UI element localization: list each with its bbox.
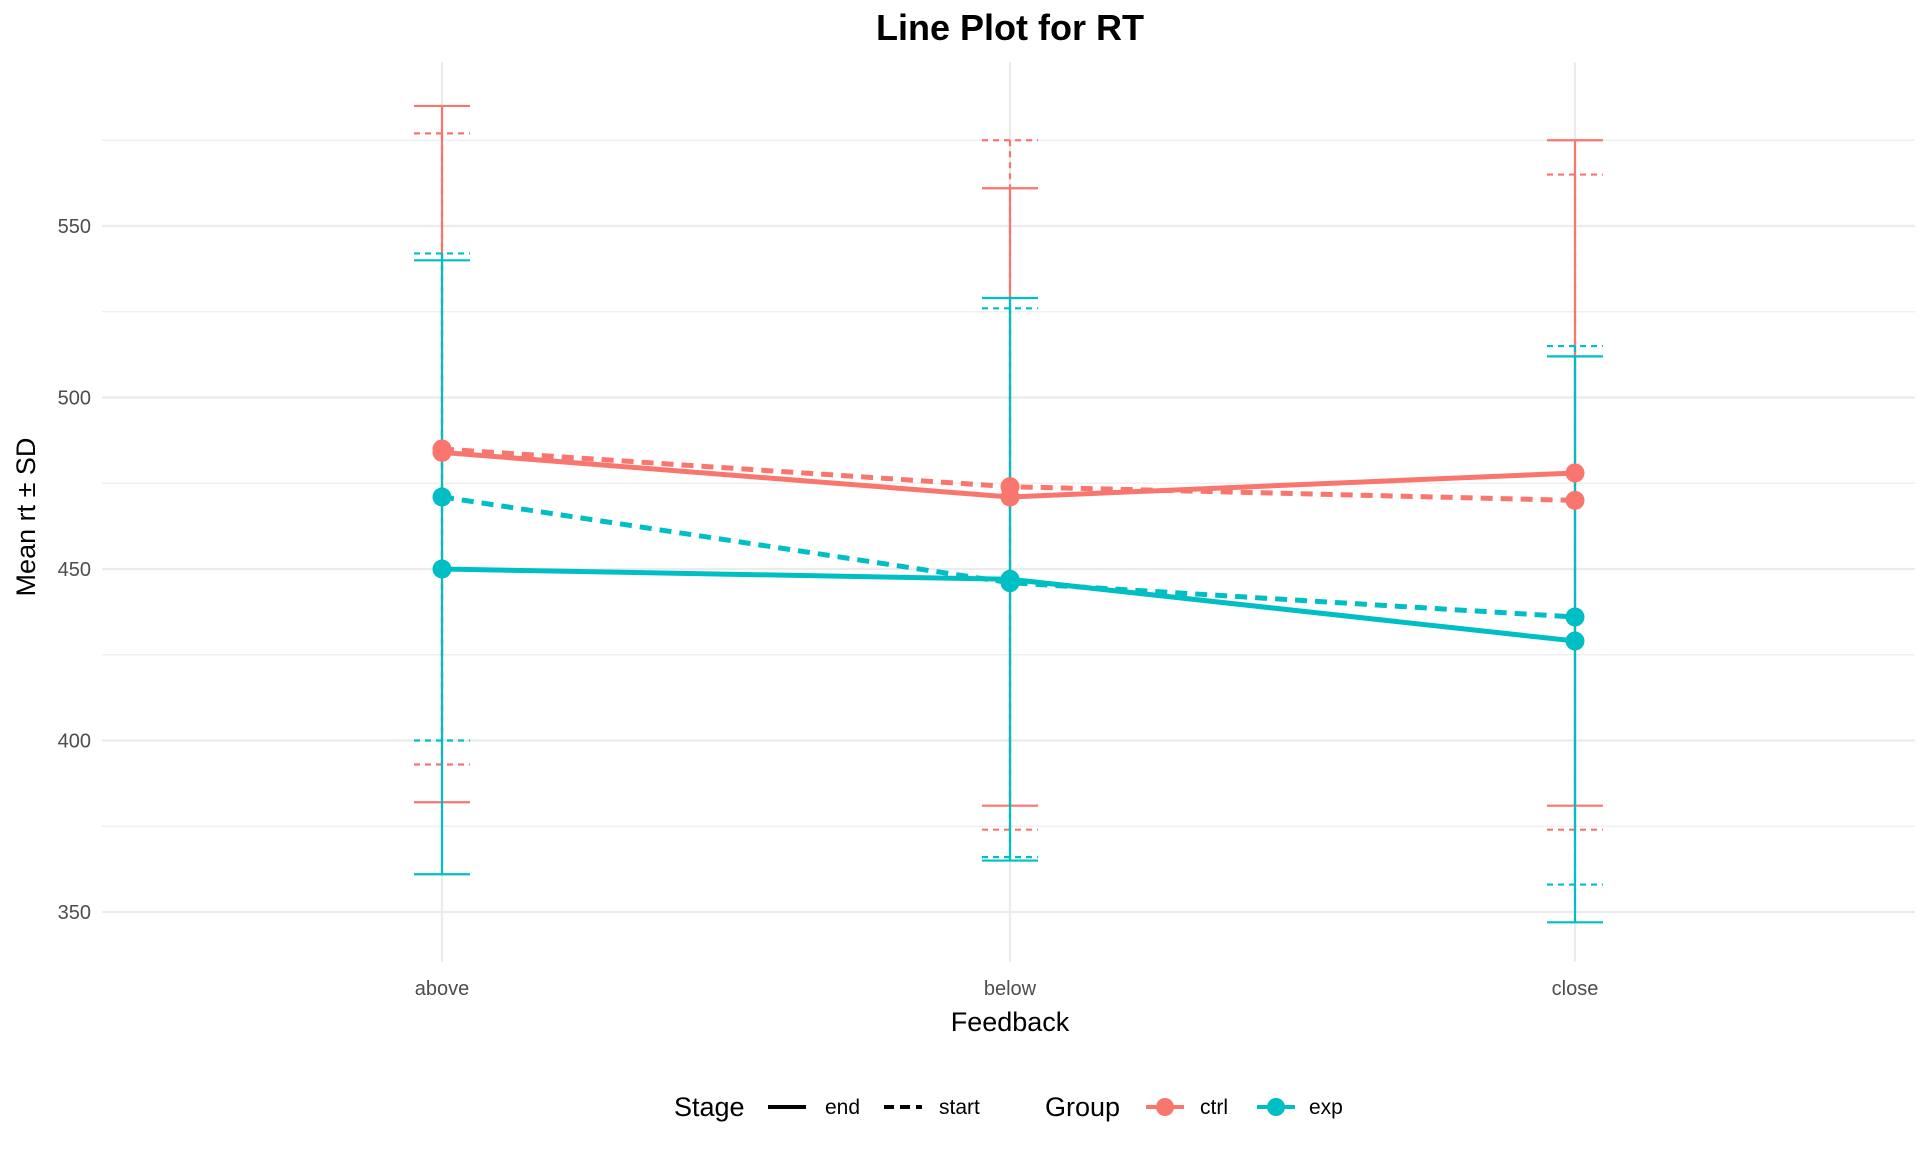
legend: Stage end start Group ctrl exp — [674, 1092, 1343, 1122]
error-bars — [414, 104, 1603, 924]
y-tick-label: 500 — [58, 388, 91, 410]
y-tick-label: 350 — [58, 902, 91, 924]
legend-label-end: end — [825, 1096, 860, 1119]
data-point-exp-start — [1565, 607, 1585, 627]
legend-stage-title: Stage — [674, 1092, 745, 1122]
data-point-ctrl-start — [1565, 490, 1585, 510]
legend-label-ctrl: ctrl — [1200, 1096, 1228, 1119]
chart-title: Line Plot for RT — [876, 7, 1144, 48]
data-point-exp-start — [1000, 573, 1020, 593]
grid — [102, 62, 1915, 962]
x-tick-label: below — [984, 978, 1037, 1000]
x-tick-label: above — [415, 978, 470, 1000]
legend-group-title: Group — [1045, 1092, 1120, 1122]
data-point-exp-end — [432, 559, 452, 579]
x-axis-title: Feedback — [951, 1007, 1070, 1037]
legend-label-exp: exp — [1309, 1096, 1343, 1119]
data-point-exp-end — [1565, 631, 1585, 651]
data-point-exp-start — [432, 487, 452, 507]
y-tick-label: 550 — [58, 216, 91, 238]
axis-ticks: 350 400 450 500 550 above below close — [58, 216, 1599, 1000]
y-tick-label: 450 — [58, 559, 91, 581]
y-axis-title: Mean rt ± SD — [11, 438, 41, 597]
x-tick-label: close — [1552, 978, 1599, 1000]
data-points — [432, 439, 1585, 651]
legend-label-start: start — [939, 1096, 980, 1119]
y-tick-label: 400 — [58, 731, 91, 753]
data-point-ctrl-end — [1565, 463, 1585, 483]
data-point-ctrl-start — [1000, 477, 1020, 497]
legend-key-exp-point — [1267, 1098, 1285, 1116]
data-point-ctrl-start — [432, 439, 452, 459]
legend-key-ctrl-point — [1156, 1098, 1174, 1116]
series-line-exp-start — [441, 494, 1576, 620]
